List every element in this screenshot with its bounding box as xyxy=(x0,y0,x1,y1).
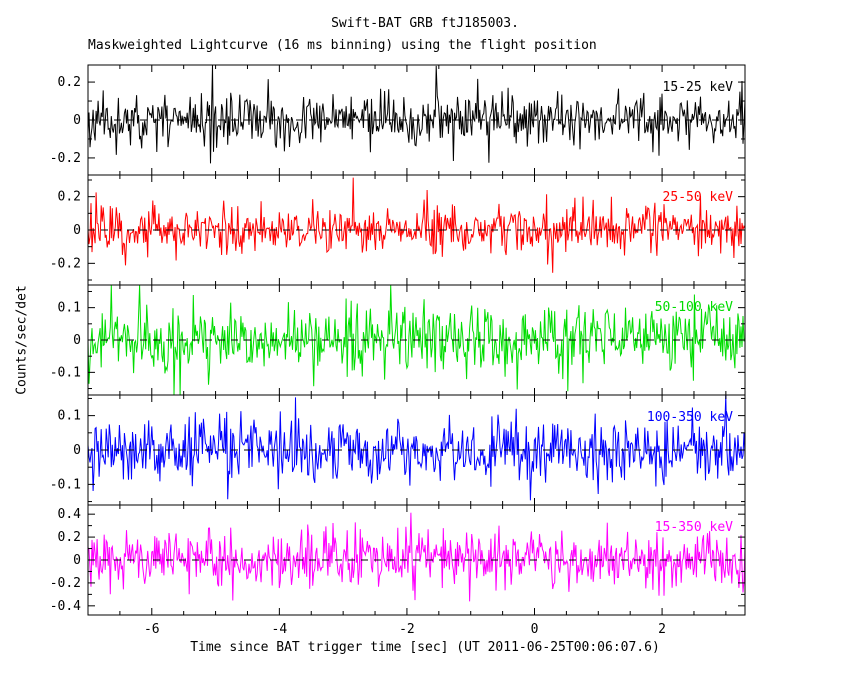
y-tick-label: 0.2 xyxy=(58,190,81,205)
x-tick-label: -6 xyxy=(144,622,160,637)
y-tick-label: 0 xyxy=(73,113,81,128)
x-tick-label: 0 xyxy=(531,622,539,637)
y-tick-label: -0.2 xyxy=(50,151,81,166)
trace-15-25-kev xyxy=(88,65,745,164)
trace-15-350-kev xyxy=(88,512,745,602)
x-tick-label: -4 xyxy=(272,622,288,637)
band-label-50-100-kev: 50-100 keV xyxy=(655,300,733,315)
band-label-25-50-kev: 25-50 keV xyxy=(663,190,734,205)
y-tick-label: -0.1 xyxy=(50,477,81,492)
band-label-15-25-kev: 15-25 keV xyxy=(663,80,734,95)
y-tick-label: 0.2 xyxy=(58,530,81,545)
y-tick-label: -0.2 xyxy=(50,576,81,591)
chart-title: Swift-BAT GRB ftJ185003. xyxy=(331,16,519,31)
y-tick-label: 0.2 xyxy=(58,75,81,90)
y-tick-label: 0.1 xyxy=(58,409,81,424)
band-label-100-350-kev: 100-350 keV xyxy=(647,410,733,425)
y-tick-label: 0.4 xyxy=(58,507,82,522)
x-tick-label: -2 xyxy=(399,622,415,637)
y-tick-label: 0 xyxy=(73,333,81,348)
y-tick-label: 0 xyxy=(73,443,81,458)
x-axis-label: Time since BAT trigger time [sec] (UT 20… xyxy=(190,640,660,655)
y-tick-label: 0 xyxy=(73,223,81,238)
y-tick-label: -0.1 xyxy=(50,365,81,380)
y-tick-label: -0.2 xyxy=(50,256,81,271)
y-tick-label: -0.4 xyxy=(50,599,81,614)
y-axis-label: Counts/sec/det xyxy=(14,285,30,395)
y-tick-label: 0.1 xyxy=(58,301,81,316)
x-tick-label: 2 xyxy=(658,622,666,637)
chart-subtitle: Maskweighted Lightcurve (16 ms binning) … xyxy=(88,38,597,53)
trace-25-50-kev xyxy=(88,177,745,273)
trace-100-350-kev xyxy=(88,395,745,501)
band-label-15-350-kev: 15-350 keV xyxy=(655,520,733,535)
y-tick-label: 0 xyxy=(73,553,81,568)
